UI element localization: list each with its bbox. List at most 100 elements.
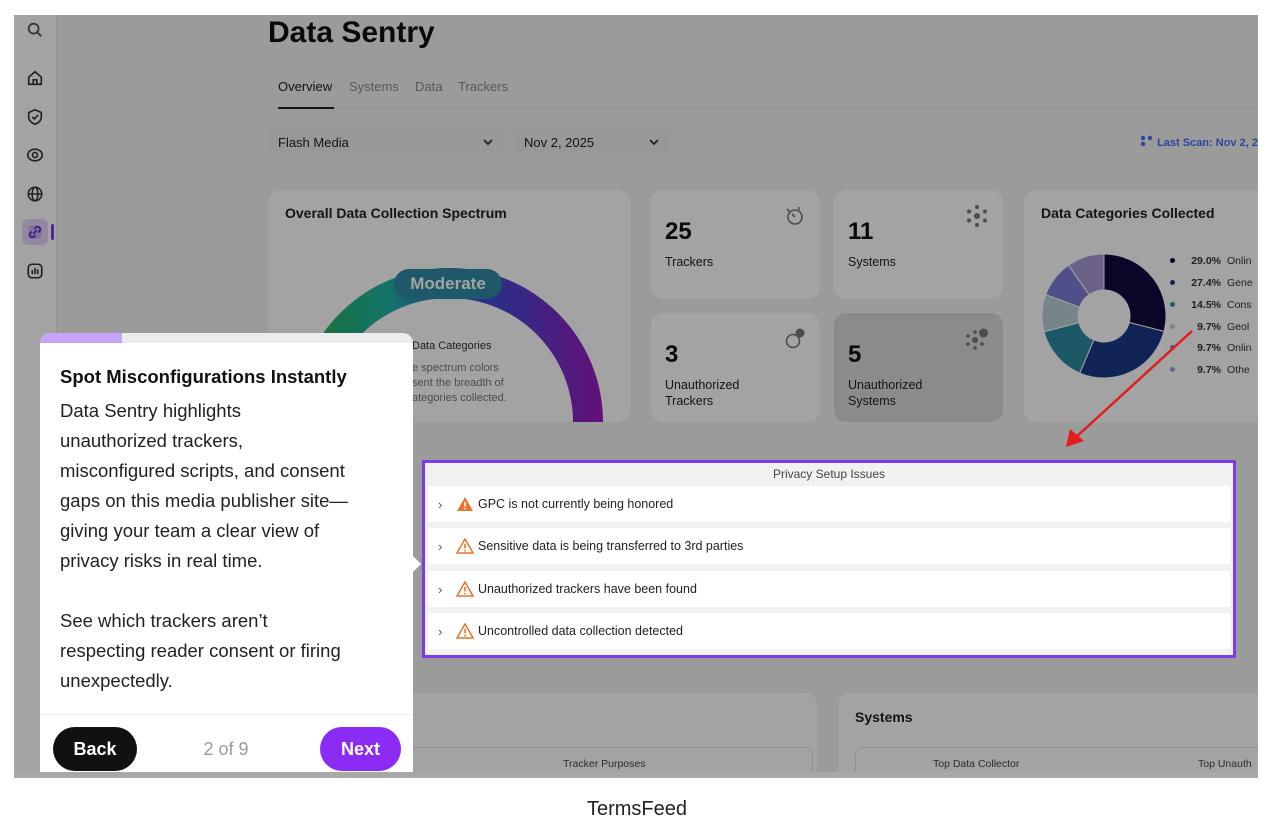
top-unauthorized-label: Top Unauth: [1198, 758, 1252, 770]
stat-label-line: Unauthorized: [848, 378, 923, 392]
tooltip-body-line: respecting reader consent or firing: [60, 640, 341, 661]
date-select-value: Nov 2, 2025: [524, 134, 595, 150]
shield-check-icon[interactable]: [22, 104, 48, 130]
site-select[interactable]: Flash Media: [268, 130, 504, 154]
legend-swatch: [1170, 302, 1175, 307]
legend-swatch: [1170, 367, 1175, 372]
chevron-right-icon: ›: [438, 581, 443, 597]
donut-slice: [1079, 321, 1165, 379]
legend-swatch: [1170, 280, 1175, 285]
network-icon: [1140, 135, 1153, 147]
active-tab-underline: [278, 107, 334, 109]
stat-label: Trackers: [665, 255, 714, 269]
spectrum-caption-line: e spectrum colors: [412, 362, 499, 374]
legend-item: 9.7% Geol: [1170, 321, 1249, 333]
active-indicator: [51, 224, 54, 240]
stopwatch-icon: [786, 207, 803, 225]
stat-card-unauthorized-trackers[interactable]: 3 Unauthorized Trackers: [651, 313, 820, 422]
stat-label-line: Trackers: [665, 394, 714, 408]
spectrum-caption-line: ategories collected.: [412, 392, 507, 404]
privacy-issue-text: Unauthorized trackers have been found: [478, 582, 697, 596]
legend-label: Onlin: [1227, 342, 1252, 354]
stat-label-line: Unauthorized: [665, 378, 740, 392]
donut-slice: [1103, 253, 1167, 333]
stopwatch-icon: [785, 328, 805, 349]
legend-percent: 14.5%: [1191, 299, 1221, 311]
tooltip-body-line: Data Sentry highlights: [60, 400, 241, 421]
legend-percent: 29.0%: [1191, 255, 1221, 267]
last-scan[interactable]: Last Scan: Nov 2, 20: [1140, 135, 1258, 149]
privacy-issue-row[interactable]: › Unauthorized trackers have been found: [428, 571, 1230, 607]
date-select[interactable]: Nov 2, 2025: [514, 130, 670, 154]
privacy-issue-row[interactable]: › Sensitive data is being transferred to …: [428, 528, 1230, 564]
globe-icon[interactable]: [22, 181, 48, 207]
tab-data[interactable]: Data: [415, 79, 443, 94]
tab-trackers[interactable]: Trackers: [458, 79, 509, 94]
page-title: Data Sentry: [268, 16, 435, 49]
home-icon[interactable]: [22, 65, 48, 91]
asterisk-icon: [966, 328, 988, 350]
warning-icon: [457, 497, 473, 511]
stat-card-systems[interactable]: 11 Systems: [834, 190, 1003, 299]
tabs-divider: [278, 108, 1258, 109]
tooltip-body-line: unexpectedly.: [60, 670, 173, 691]
asterisk-icon: [967, 205, 987, 227]
privacy-issue-row[interactable]: › Uncontrolled data collection detected: [428, 613, 1230, 649]
next-button[interactable]: Next: [320, 727, 401, 771]
stat-card-unauthorized-systems[interactable]: 5 Unauthorized Systems: [834, 313, 1003, 422]
tour-tooltip: Spot Misconfigurations Instantly Data Se…: [40, 333, 421, 778]
tracker-purposes-label: Tracker Purposes: [563, 758, 646, 770]
legend-swatch: [1170, 324, 1175, 329]
bar-chart-icon[interactable]: [22, 258, 48, 284]
legend-label: Cons: [1227, 299, 1252, 311]
tooltip-body-line: giving your team a clear view of: [60, 520, 320, 541]
legend-item: 29.0% Onlin: [1170, 255, 1252, 267]
tab-systems[interactable]: Systems: [349, 79, 399, 94]
top-data-collector-label: Top Data Collector: [933, 758, 1020, 770]
tooltip-footer-divider: [40, 714, 413, 715]
legend-item: 27.4% Gene: [1170, 277, 1253, 289]
stat-value: 3: [665, 341, 679, 368]
legend-percent: 27.4%: [1191, 277, 1221, 289]
tooltip-body-line: See which trackers aren’t: [60, 610, 268, 631]
tour-progress-bar: [40, 333, 413, 343]
stat-label: Systems: [848, 255, 896, 269]
warning-icon: [456, 538, 474, 554]
stat-label-line: Systems: [848, 394, 896, 408]
chevron-down-icon: [483, 139, 493, 146]
legend-item: 14.5% Cons: [1170, 299, 1252, 311]
spectrum-caption-title: Data Categories: [412, 340, 492, 352]
legend-swatch: [1170, 258, 1175, 263]
site-select-value: Flash Media: [278, 134, 349, 150]
stat-value: 5: [848, 341, 862, 368]
legend-label: Othe: [1227, 364, 1250, 376]
donut-slice: [1067, 253, 1105, 296]
spectrum-gauge: [295, 268, 603, 422]
annotation-arrow: [1066, 330, 1193, 447]
legend-percent: 9.7%: [1197, 364, 1221, 376]
bottom-divider: [14, 772, 1258, 778]
privacy-issue-text: Sensitive data is being transferred to 3…: [478, 539, 744, 553]
link-icon[interactable]: [22, 219, 48, 245]
chevron-right-icon: ›: [438, 496, 443, 512]
tooltip-pointer: [412, 555, 421, 573]
stat-card-trackers[interactable]: 25 Trackers: [651, 190, 820, 299]
legend-label: Gene: [1227, 277, 1253, 289]
legend-item: 9.7% Onlin: [1170, 342, 1252, 354]
tooltip-title: Spot Misconfigurations Instantly: [60, 366, 347, 387]
stat-label: Unauthorized Systems: [848, 377, 922, 409]
legend-item: 9.7% Othe: [1170, 364, 1250, 376]
back-button[interactable]: Back: [53, 727, 137, 771]
legend-percent: 9.7%: [1197, 342, 1221, 354]
spectrum-caption-line: sent the breadth of: [412, 377, 504, 389]
chevron-right-icon: ›: [438, 623, 443, 639]
eye-icon[interactable]: [22, 142, 48, 168]
warning-icon: [456, 581, 474, 597]
privacy-issue-row[interactable]: › GPC is not currently being honored: [428, 486, 1230, 522]
legend-percent: 9.7%: [1197, 321, 1221, 333]
tab-overview[interactable]: Overview: [278, 79, 333, 94]
tooltip-body-line: misconfigured scripts, and consent: [60, 460, 345, 481]
search-icon[interactable]: [22, 17, 48, 43]
systems-card-title: Systems: [855, 709, 913, 725]
stat-value: 11: [848, 218, 874, 245]
